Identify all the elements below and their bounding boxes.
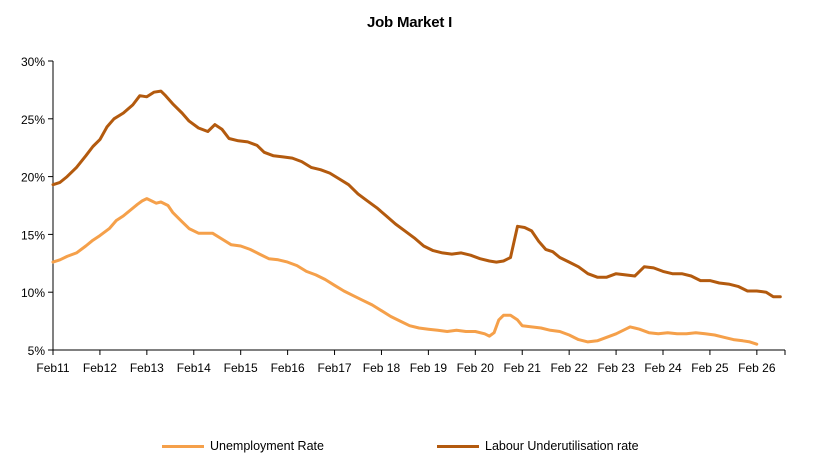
x-tick-label: Feb14 xyxy=(177,361,211,375)
x-tick-label: Feb13 xyxy=(130,361,164,375)
x-tick-label: Feb15 xyxy=(224,361,258,375)
legend-item-underutilisation: Labour Underutilisation rate xyxy=(437,439,639,453)
x-tick-label: Feb 23 xyxy=(597,361,635,375)
legend-item-unemployment: Unemployment Rate xyxy=(162,439,324,453)
x-tick-label: Feb 26 xyxy=(738,361,776,375)
unemployment-rate-line xyxy=(51,197,759,346)
chart-axes xyxy=(52,61,785,351)
x-tick-label: Feb 20 xyxy=(457,361,495,375)
x-tick-label: Feb11 xyxy=(36,361,69,375)
x-tick-label: Feb12 xyxy=(83,361,117,375)
y-tick-label: 15% xyxy=(21,228,45,242)
series-lines xyxy=(51,89,782,346)
y-tick-label: 25% xyxy=(21,113,45,127)
legend-swatch-underutilisation xyxy=(437,444,479,448)
legend-swatch-unemployment xyxy=(162,444,204,448)
x-tick-label: Feb 18 xyxy=(363,361,401,375)
y-tick-label: 5% xyxy=(28,344,46,358)
legend: Unemployment Rate Labour Underutilisatio… xyxy=(0,439,819,459)
legend-label-unemployment: Unemployment Rate xyxy=(210,439,324,453)
y-tick-label: 10% xyxy=(21,286,45,300)
x-tick-label: Feb 22 xyxy=(550,361,588,375)
x-tick-label: Feb17 xyxy=(318,361,352,375)
x-tick-label: Feb 24 xyxy=(644,361,682,375)
x-tick-label: Feb16 xyxy=(271,361,305,375)
y-axis-ticks: 5% 10% 15% 20% 25% 30% xyxy=(21,55,53,358)
x-tick-label: Feb 25 xyxy=(691,361,729,375)
chart-title: Job Market I xyxy=(366,14,453,31)
x-tick-label: Feb 21 xyxy=(504,361,542,375)
y-tick-label: 30% xyxy=(21,55,45,69)
x-tick-label: Feb 19 xyxy=(410,361,448,375)
legend-label-underutilisation: Labour Underutilisation rate xyxy=(485,439,639,453)
y-tick-label: 20% xyxy=(21,171,45,185)
labour-underutilisation-line xyxy=(51,89,782,299)
x-axis-ticks: Feb11 Feb12 Feb13 Feb14 Feb15 Feb16 Feb17 Feb 1… xyxy=(36,350,786,375)
